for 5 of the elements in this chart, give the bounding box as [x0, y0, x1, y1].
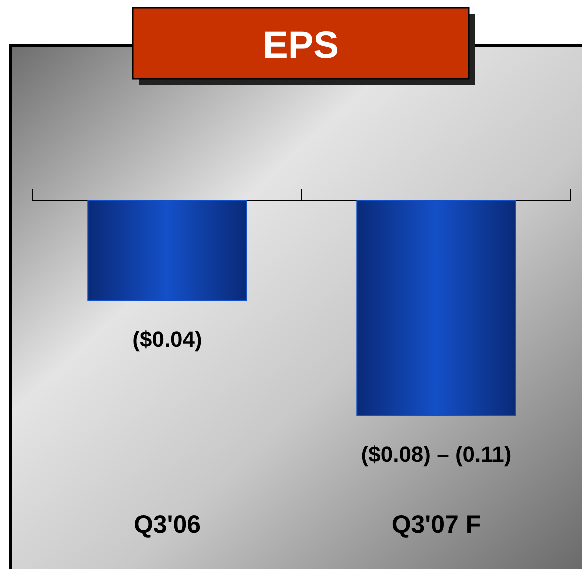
x-tick-label: Q3'06: [134, 511, 202, 539]
x-tick-label: Q3'07 F: [392, 511, 482, 539]
chart-title: EPS: [262, 25, 340, 67]
data-label: ($0.08) – (0.11): [361, 442, 512, 467]
data-label: ($0.04): [132, 327, 202, 352]
